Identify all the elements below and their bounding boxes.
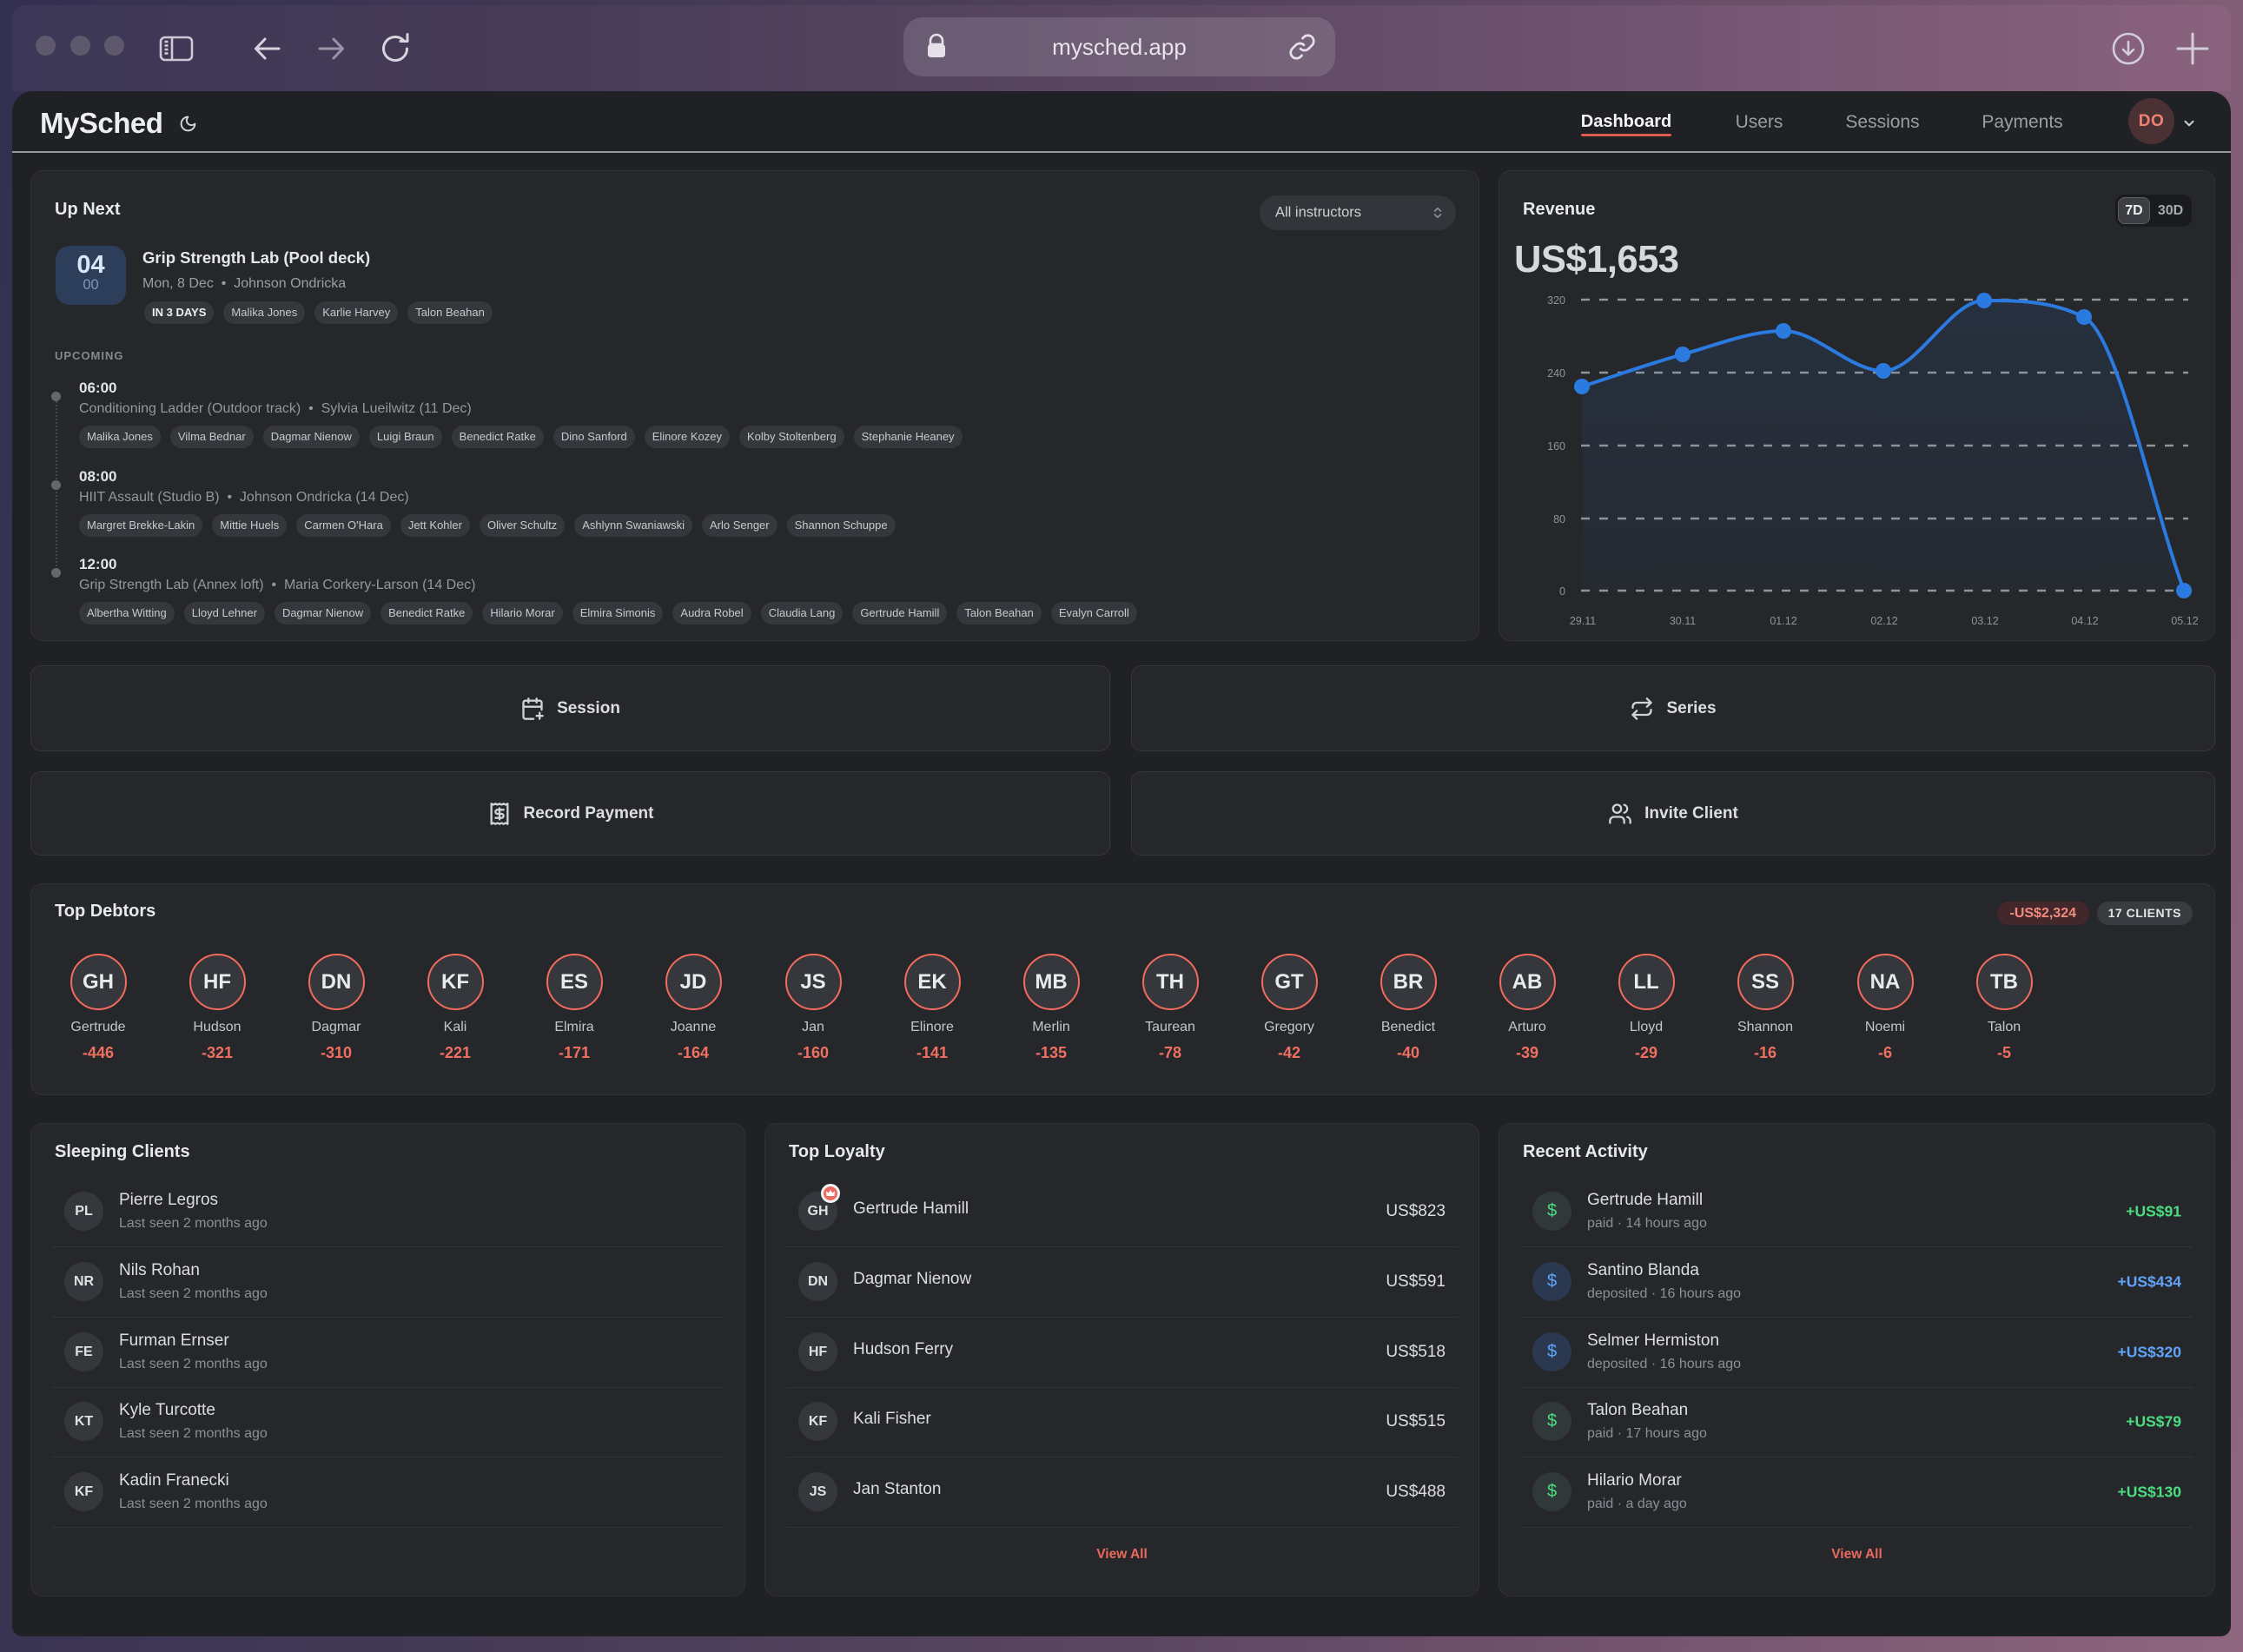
svg-text:05.12: 05.12 [2171, 615, 2198, 627]
svg-text:240: 240 [1547, 367, 1565, 380]
svg-text:160: 160 [1547, 440, 1565, 453]
svg-text:30.11: 30.11 [1670, 615, 1696, 627]
svg-text:04.12: 04.12 [2071, 615, 2098, 627]
svg-text:0: 0 [1559, 585, 1565, 598]
svg-text:80: 80 [1553, 513, 1565, 525]
svg-text:29.11: 29.11 [1570, 615, 1596, 627]
svg-text:320: 320 [1547, 294, 1565, 307]
svg-text:03.12: 03.12 [1971, 615, 1998, 627]
svg-text:01.12: 01.12 [1770, 615, 1796, 627]
svg-text:02.12: 02.12 [1870, 615, 1897, 627]
